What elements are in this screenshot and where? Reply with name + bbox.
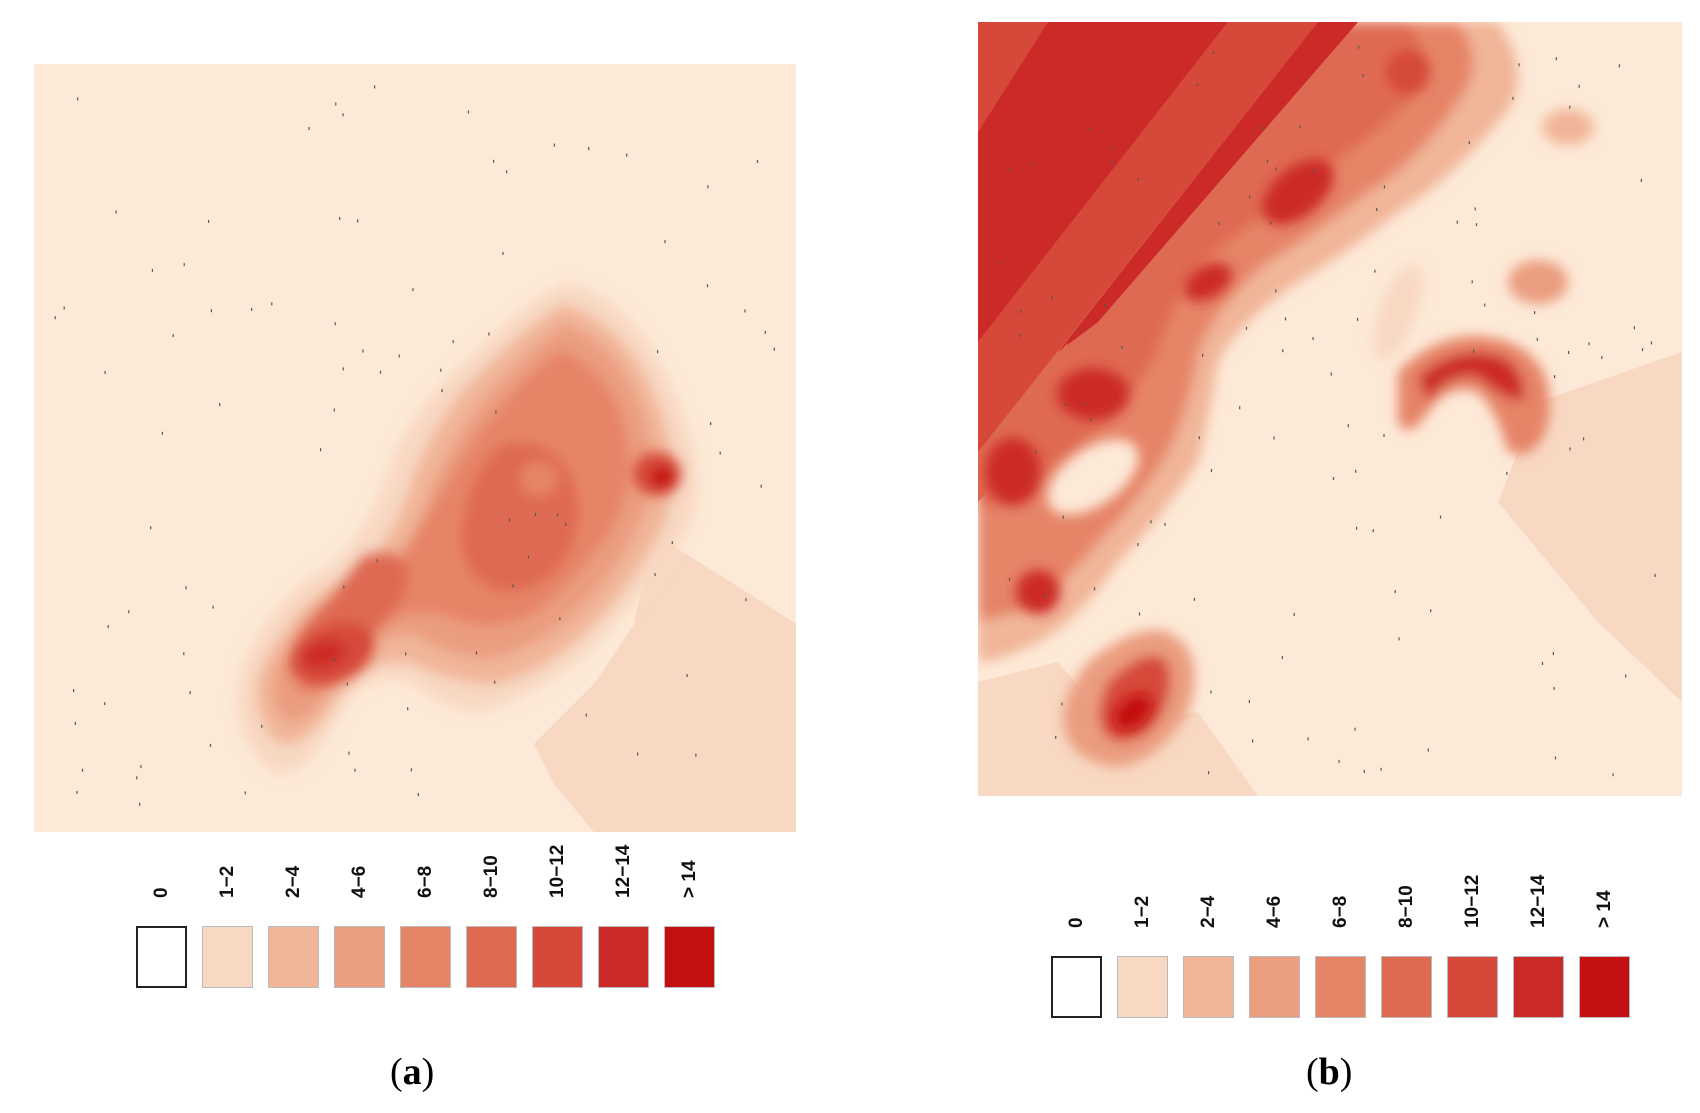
map-b-zone-15 bbox=[1373, 264, 1423, 360]
legend-swatch bbox=[1183, 956, 1234, 1018]
legend-item: > 14 bbox=[1579, 876, 1630, 1018]
legend-label: 2−4 bbox=[1197, 895, 1219, 928]
legend-item: 0 bbox=[136, 846, 187, 988]
legend-swatch bbox=[466, 926, 517, 988]
legend-label: 1−2 bbox=[216, 865, 238, 898]
legend-swatch bbox=[598, 926, 649, 988]
legend-swatch bbox=[268, 926, 319, 988]
panel-label-a: (a) bbox=[390, 1051, 435, 1093]
legend-swatch bbox=[1051, 956, 1102, 1018]
legend-item: 12−14 bbox=[598, 844, 649, 988]
map-b-zone-9 bbox=[1386, 50, 1430, 94]
legend-swatch bbox=[136, 926, 187, 988]
legend-label: 10−12 bbox=[546, 844, 568, 898]
map-b-zone-12 bbox=[1418, 352, 1524, 402]
legend-swatch bbox=[400, 926, 451, 988]
legend-item: 4−6 bbox=[334, 846, 385, 988]
legend-label: 2−4 bbox=[282, 865, 304, 898]
legend-swatch bbox=[664, 926, 715, 988]
legend-label: 0 bbox=[150, 887, 172, 898]
legend-item: 8−10 bbox=[1381, 876, 1432, 1018]
map-b-zone-6 bbox=[1057, 368, 1129, 420]
panel-label-b: (b) bbox=[1306, 1051, 1353, 1093]
legend-label: 10−12 bbox=[1461, 874, 1483, 928]
legend-label: 8−10 bbox=[480, 855, 502, 898]
legend-label: 4−6 bbox=[1263, 895, 1285, 928]
legend-label: 6−8 bbox=[1329, 895, 1351, 928]
legend-item: 6−8 bbox=[1315, 876, 1366, 1018]
legend-item: 2−4 bbox=[1183, 876, 1234, 1018]
legend-swatch bbox=[1315, 956, 1366, 1018]
legend-swatch bbox=[1117, 956, 1168, 1018]
legend-label: > 14 bbox=[678, 860, 700, 898]
legend-label: > 14 bbox=[1593, 890, 1615, 928]
legend-item: 6−8 bbox=[400, 846, 451, 988]
legend-item: 1−2 bbox=[1117, 876, 1168, 1018]
legend-label: 1−2 bbox=[1131, 895, 1153, 928]
map-b-stripes bbox=[978, 22, 1358, 502]
legend-swatch bbox=[202, 926, 253, 988]
legend-swatch bbox=[334, 926, 385, 988]
map-b-edge-region bbox=[1498, 352, 1682, 702]
legend-item: 1−2 bbox=[202, 846, 253, 988]
map-a-zone-9 bbox=[519, 461, 559, 497]
map-b-zone-10 bbox=[1047, 439, 1139, 515]
map-b-zone-7 bbox=[985, 438, 1041, 506]
map-b-zone-8 bbox=[1016, 570, 1060, 614]
legend-item: 2−4 bbox=[268, 846, 319, 988]
legend-item: 0 bbox=[1051, 876, 1102, 1018]
legend-item: 4−6 bbox=[1249, 876, 1300, 1018]
map-a-edge-region bbox=[534, 534, 796, 832]
map-b-zone-13 bbox=[1542, 109, 1594, 145]
legend-item: 10−12 bbox=[532, 844, 583, 988]
legend-label: 12−14 bbox=[1527, 874, 1549, 928]
legend-label: 6−8 bbox=[414, 865, 436, 898]
map-b-zone-5 bbox=[1184, 263, 1232, 301]
legend-swatch bbox=[532, 926, 583, 988]
legend-item: 10−12 bbox=[1447, 874, 1498, 1018]
legend-swatch bbox=[1579, 956, 1630, 1018]
map-a-zone-11 bbox=[650, 466, 674, 488]
legend-label: 8−10 bbox=[1395, 885, 1417, 928]
map-b-zone-4 bbox=[1262, 159, 1334, 225]
legend-label: 4−6 bbox=[348, 865, 370, 898]
legend-item: 8−10 bbox=[466, 846, 517, 988]
legend-label: 0 bbox=[1065, 917, 1087, 928]
legend-swatch bbox=[1381, 956, 1432, 1018]
legend-item: 12−14 bbox=[1513, 874, 1564, 1018]
legend-swatch bbox=[1249, 956, 1300, 1018]
panel-b: 0 1−2 2−4 4−6 6−8 8−10 10−12 12−14 > 14 (b) bbox=[850, 0, 1700, 1113]
density-map-b bbox=[978, 22, 1682, 796]
legend-swatch bbox=[1447, 956, 1498, 1018]
panel-a: 0 1−2 2−4 4−6 6−8 8−10 10−12 12−14 > 14 (a) bbox=[34, 64, 796, 1093]
map-b-zone-14 bbox=[1508, 260, 1568, 304]
legend-swatch bbox=[1513, 956, 1564, 1018]
density-map-a bbox=[34, 64, 796, 832]
legend-label: 12−14 bbox=[612, 844, 634, 898]
legend-item: > 14 bbox=[664, 846, 715, 988]
map-b-zone-18 bbox=[1113, 694, 1153, 730]
